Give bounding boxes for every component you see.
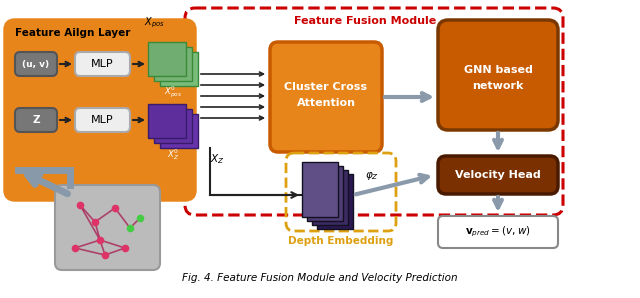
FancyBboxPatch shape	[75, 108, 130, 132]
Text: Depth Embedding: Depth Embedding	[288, 236, 394, 246]
Text: GNN based: GNN based	[463, 65, 532, 75]
Text: $\varphi_Z$: $\varphi_Z$	[365, 170, 379, 182]
FancyBboxPatch shape	[438, 156, 558, 194]
Text: MLP: MLP	[91, 115, 113, 125]
FancyBboxPatch shape	[160, 52, 198, 86]
FancyBboxPatch shape	[307, 166, 343, 221]
Text: MLP: MLP	[91, 59, 113, 69]
FancyBboxPatch shape	[438, 216, 558, 248]
FancyBboxPatch shape	[302, 162, 338, 217]
FancyBboxPatch shape	[312, 170, 348, 225]
Text: $\mathbf{v}_{pred} = (v, w)$: $\mathbf{v}_{pred} = (v, w)$	[465, 225, 531, 239]
Text: Velocity Head: Velocity Head	[455, 170, 541, 180]
Text: (u, v): (u, v)	[22, 60, 49, 69]
Text: $X_Z$: $X_Z$	[210, 152, 225, 166]
Text: network: network	[472, 81, 524, 91]
FancyBboxPatch shape	[160, 114, 198, 148]
Text: Attention: Attention	[296, 98, 355, 108]
FancyBboxPatch shape	[154, 47, 192, 81]
FancyBboxPatch shape	[148, 42, 186, 76]
FancyBboxPatch shape	[15, 108, 57, 132]
FancyBboxPatch shape	[154, 109, 192, 143]
FancyBboxPatch shape	[317, 174, 353, 229]
Text: Fig. 4. Feature Fusion Module and Velocity Prediction: Fig. 4. Feature Fusion Module and Veloci…	[182, 273, 458, 283]
FancyBboxPatch shape	[5, 20, 195, 200]
Text: $X^0_{pos}$: $X^0_{pos}$	[164, 85, 182, 100]
Text: $X^0_Z$: $X^0_Z$	[167, 147, 179, 162]
FancyBboxPatch shape	[75, 52, 130, 76]
Text: Z: Z	[32, 115, 40, 125]
FancyBboxPatch shape	[270, 42, 382, 152]
Text: Feature Ailgn Layer: Feature Ailgn Layer	[15, 28, 131, 38]
Text: $X_{pos}$: $X_{pos}$	[143, 15, 164, 30]
Text: Cluster Cross: Cluster Cross	[285, 82, 367, 92]
FancyBboxPatch shape	[15, 52, 57, 76]
FancyBboxPatch shape	[148, 104, 186, 138]
Text: Feature Fusion Module: Feature Fusion Module	[294, 16, 436, 26]
FancyBboxPatch shape	[55, 185, 160, 270]
FancyBboxPatch shape	[438, 20, 558, 130]
